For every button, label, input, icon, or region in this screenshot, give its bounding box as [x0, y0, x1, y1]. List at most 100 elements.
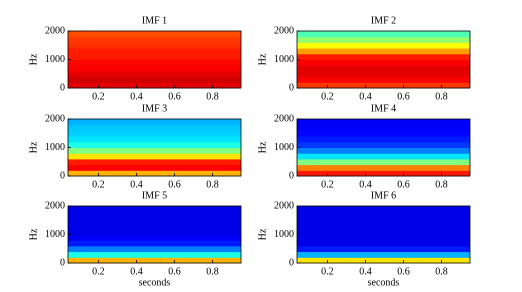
heat-cell: [68, 76, 241, 83]
heat-cell: [68, 31, 241, 38]
y-tick-label: 2000: [274, 200, 294, 211]
y-tick-label: 2000: [45, 113, 65, 124]
heat-cell: [68, 65, 241, 72]
heat-cell: [68, 234, 241, 241]
y-tick-label: 0: [289, 82, 294, 93]
heat-cell: [297, 42, 470, 49]
x-tick-label: 0.6: [397, 91, 410, 102]
x-tick-label: 0.4: [359, 91, 372, 102]
heat-cell: [297, 228, 470, 235]
x-tick-label: 0.8: [435, 266, 448, 277]
heat-cell: [297, 136, 470, 143]
heat-cell: [68, 48, 241, 55]
x-tick-label: 0.6: [168, 91, 181, 102]
heat-cell: [68, 141, 241, 148]
x-tick-label: 0.2: [92, 266, 105, 277]
heat-cell: [68, 119, 241, 126]
x-tick-label: 0.2: [321, 179, 334, 190]
y-axis-label: Hz: [257, 141, 268, 153]
heat-cell: [297, 153, 470, 160]
heat-cell: [68, 206, 241, 213]
heat-cell: [297, 240, 470, 247]
x-tick-label: 0.8: [435, 179, 448, 190]
y-axis-label: Hz: [28, 53, 39, 65]
y-tick-label: 1000: [274, 229, 294, 240]
x-tick-label: 0.2: [92, 91, 105, 102]
y-tick-label: 1000: [45, 54, 65, 65]
heat-cell: [297, 59, 470, 66]
y-tick-label: 0: [60, 257, 65, 268]
x-tick-label: 0.2: [321, 91, 334, 102]
x-tick-label: 0.6: [168, 179, 181, 190]
y-tick-label: 2000: [45, 200, 65, 211]
heat-cell: [68, 136, 241, 143]
heat-cell: [297, 70, 470, 78]
x-tick-label: 0.4: [359, 179, 372, 190]
y-axis-label: Hz: [257, 53, 268, 65]
heat-cell: [68, 153, 241, 160]
panel-title: IMF 4: [371, 103, 396, 114]
heat-cell: [68, 42, 241, 49]
heat-cell: [68, 228, 241, 235]
heat-cell: [297, 234, 470, 241]
panel-title: IMF 1: [142, 15, 167, 26]
heat-cell: [68, 251, 241, 258]
x-axis-label: seconds: [139, 277, 171, 288]
heat-cell: [297, 158, 470, 166]
heat-cell: [68, 240, 241, 247]
y-tick-label: 2000: [274, 113, 294, 124]
heat-cell: [297, 76, 470, 83]
y-tick-label: 0: [60, 170, 65, 181]
y-tick-label: 2000: [45, 25, 65, 36]
y-axis-label: Hz: [28, 228, 39, 240]
heat-cell: [297, 147, 470, 154]
heat-cell: [68, 164, 241, 171]
heat-cell: [68, 147, 241, 154]
y-tick-label: 1000: [45, 229, 65, 240]
x-tick-label: 0.4: [130, 91, 143, 102]
heat-cell: [68, 257, 241, 264]
x-tick-label: 0.2: [92, 179, 105, 190]
x-tick-label: 0.4: [130, 179, 143, 190]
x-tick-label: 0.8: [206, 91, 219, 102]
x-tick-label: 0.8: [206, 266, 219, 277]
y-tick-label: 0: [289, 257, 294, 268]
heat-cell: [297, 245, 470, 253]
y-tick-label: 0: [60, 82, 65, 93]
heat-cell: [68, 158, 241, 166]
heat-cell: [297, 211, 470, 218]
panel-title: IMF 2: [371, 15, 396, 26]
panel-title: IMF 3: [142, 103, 167, 114]
panel-title: IMF 5: [142, 190, 167, 201]
heat-cell: [297, 164, 470, 171]
heat-cell: [68, 217, 241, 224]
heat-cell: [68, 59, 241, 66]
heat-cell: [297, 48, 470, 55]
heat-cell: [68, 70, 241, 78]
x-tick-label: 0.2: [321, 266, 334, 277]
heat-cell: [297, 217, 470, 224]
heat-cell: [68, 223, 241, 230]
heat-cell: [297, 119, 470, 126]
heat-cell: [297, 31, 470, 38]
heat-cell: [68, 82, 241, 89]
y-tick-label: 1000: [274, 142, 294, 153]
y-axis-label: Hz: [28, 141, 39, 153]
x-tick-label: 0.8: [435, 91, 448, 102]
x-tick-label: 0.6: [397, 266, 410, 277]
y-axis-label: Hz: [257, 228, 268, 240]
x-tick-label: 0.4: [359, 266, 372, 277]
y-tick-label: 1000: [45, 142, 65, 153]
heat-cell: [297, 170, 470, 177]
y-tick-label: 1000: [274, 54, 294, 65]
heat-cell: [297, 130, 470, 137]
heat-cell: [297, 257, 470, 264]
heat-cell: [68, 124, 241, 131]
heat-cell: [297, 251, 470, 258]
heat-cell: [297, 206, 470, 213]
x-tick-label: 0.4: [130, 266, 143, 277]
heat-cell: [297, 223, 470, 230]
y-tick-label: 0: [289, 170, 294, 181]
heat-cell: [68, 36, 241, 43]
